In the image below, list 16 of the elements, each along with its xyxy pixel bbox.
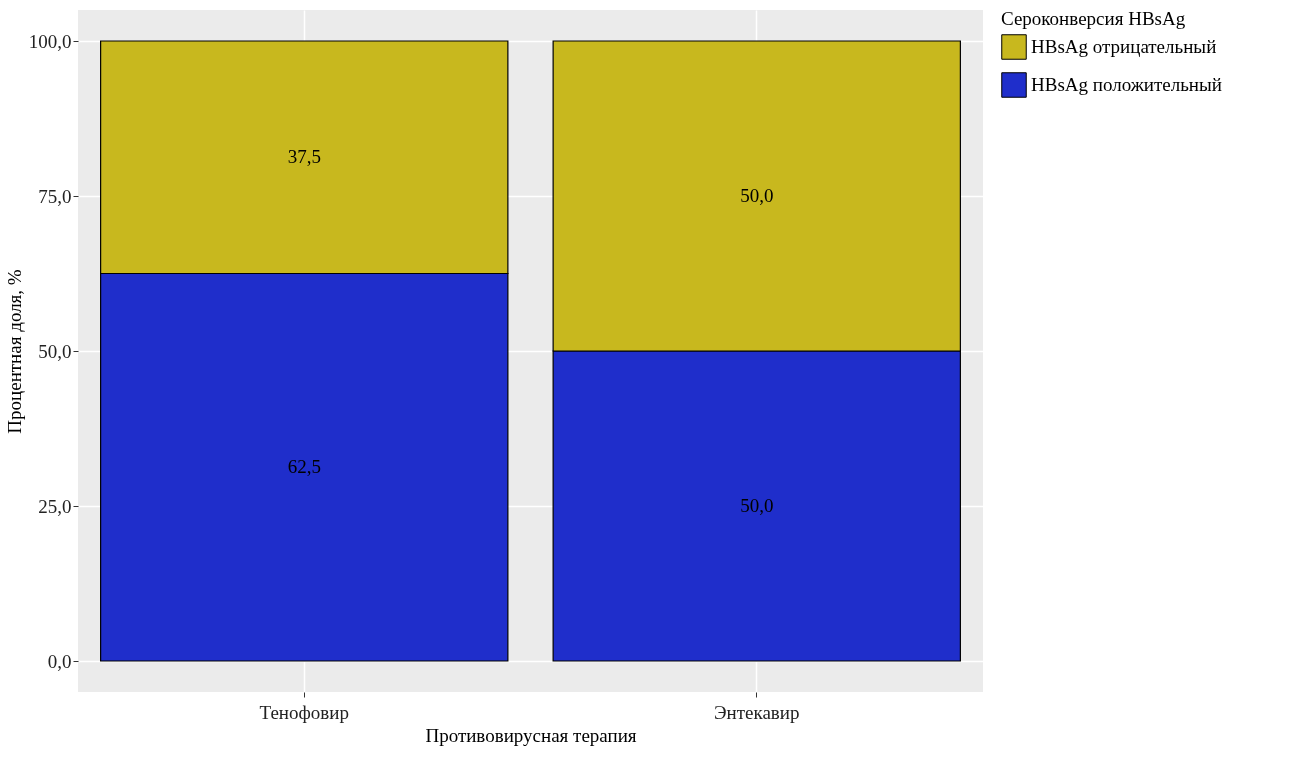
- y-tick-label: 25,0: [38, 495, 72, 517]
- legend-label: HBsAg отрицательный: [1031, 36, 1217, 57]
- data-label: 62,5: [287, 456, 321, 478]
- legend-title: Сероконверсия HBsAg: [1001, 8, 1186, 29]
- data-label: 50,0: [740, 495, 774, 516]
- data-label: 37,5: [287, 146, 321, 168]
- y-tick-label: 75,0: [38, 185, 72, 207]
- legend-label: HBsAg положительный: [1031, 74, 1222, 95]
- y-axis-title: Процентная доля, %: [3, 269, 25, 434]
- y-tick-label: 50,0: [38, 340, 72, 362]
- x-tick-label: Тенофовир: [259, 701, 349, 723]
- y-tick-label: 100,0: [28, 30, 72, 52]
- y-tick-label: 0,0: [47, 650, 72, 672]
- x-axis-title: Противовирусная терапия: [425, 724, 637, 746]
- x-tick-label: Энтекавир: [714, 701, 800, 723]
- data-label: 50,0: [740, 185, 774, 206]
